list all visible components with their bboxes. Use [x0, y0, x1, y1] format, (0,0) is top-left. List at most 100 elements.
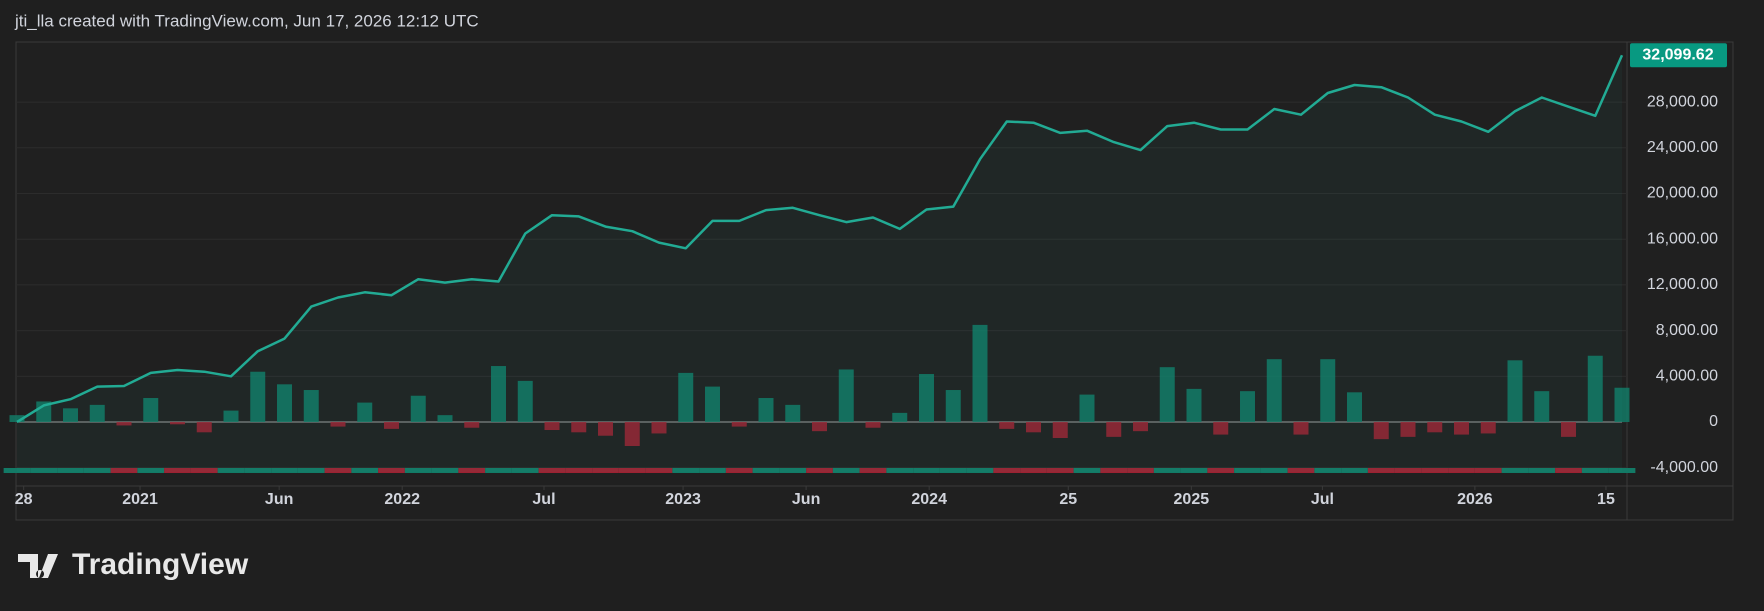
last-value-label: 32,099.62: [1642, 46, 1713, 63]
bar: [437, 415, 453, 423]
x-tick-label: Jul: [1311, 491, 1334, 508]
bar: [651, 422, 667, 434]
bar: [1373, 422, 1389, 440]
bar: [223, 410, 239, 423]
sign-strip: [913, 468, 940, 473]
sign-strip: [672, 468, 700, 473]
sign-strip: [1555, 468, 1582, 473]
area: [17, 55, 1622, 473]
sign-strip: [271, 468, 298, 473]
bar: [384, 422, 399, 429]
sign-strip: [1528, 468, 1556, 473]
line: [16, 54, 1624, 424]
bar: [865, 422, 881, 428]
bar: [116, 422, 132, 426]
sign-strip: [458, 468, 486, 473]
sign-strip: [190, 468, 218, 473]
bar: [1293, 422, 1309, 435]
bar: [1561, 422, 1576, 437]
sign-strip: [592, 468, 619, 473]
sign-strip: [1448, 468, 1475, 473]
bar: [410, 395, 426, 423]
sign-strip: [832, 468, 860, 473]
bar: [1534, 391, 1550, 423]
bar: [1266, 359, 1282, 423]
sign-strip: [1287, 468, 1315, 473]
bar: [758, 398, 774, 423]
brand-name: TradingView: [72, 548, 249, 581]
sign-strip: [1073, 468, 1101, 473]
sign-strip: [511, 468, 539, 473]
sign-strip: [1394, 468, 1422, 473]
sign-strip: [378, 468, 405, 473]
bar: [945, 390, 961, 423]
bar: [330, 422, 346, 427]
bar: [624, 422, 640, 447]
sign-strip: [618, 468, 646, 473]
bar: [196, 422, 212, 433]
sign-strip: [645, 468, 673, 473]
x-tick-label: 2026: [1457, 491, 1493, 508]
bar: [1507, 360, 1523, 423]
x-tick-label: Jun: [265, 491, 293, 508]
bar: [9, 415, 25, 423]
bar: [1427, 422, 1443, 433]
bar: [303, 390, 319, 423]
bar: [598, 422, 613, 436]
bar: [1026, 422, 1041, 433]
y-tick-label: 8,000.00: [1656, 322, 1718, 339]
bar: [1159, 367, 1175, 423]
bar: [678, 372, 694, 423]
bar: [972, 324, 988, 423]
bar: [491, 366, 506, 423]
sign-strip: [324, 468, 352, 473]
bar: [999, 422, 1015, 429]
sign-strip: [57, 468, 84, 473]
sign-strip: [859, 468, 887, 473]
bar: [1052, 422, 1068, 439]
sign-strip: [1581, 468, 1609, 473]
y-tick-label: 24,000.00: [1647, 139, 1718, 156]
sign-strip: [1314, 468, 1342, 473]
sign-strip: [1100, 468, 1128, 473]
bar: [1213, 422, 1229, 435]
bar: [89, 404, 105, 423]
sign-strip: [806, 468, 833, 473]
sign-strip: [939, 468, 967, 473]
bar: [1079, 394, 1095, 423]
bar: [1614, 387, 1630, 423]
bar: [1186, 388, 1202, 423]
sign-strip: [1608, 468, 1636, 473]
sign-strip: [1421, 468, 1449, 473]
y-tick-label: 16,000.00: [1647, 230, 1718, 247]
x-tick-label: 15: [1597, 491, 1615, 508]
y-tick-label: 28,000.00: [1647, 93, 1718, 110]
bar: [571, 422, 587, 433]
y-tick-label: 20,000.00: [1647, 185, 1718, 202]
sign-strip: [752, 468, 780, 473]
sign-strip: [217, 468, 245, 473]
sign-strip: [431, 468, 459, 473]
x-tick-label: Jun: [792, 491, 820, 508]
sign-strip: [966, 468, 994, 473]
sign-strip: [565, 468, 593, 473]
bar: [63, 408, 78, 423]
sign-strip: [1207, 468, 1235, 473]
bar: [1400, 422, 1416, 437]
sign-strip: [779, 468, 807, 473]
sign-strip: [1153, 468, 1181, 473]
bar: [919, 374, 934, 423]
sign-strip: [699, 468, 726, 473]
sign-strip: [244, 468, 272, 473]
sign-strip: [538, 468, 566, 473]
bar: [892, 412, 908, 423]
bar: [1320, 359, 1336, 423]
sign-strip: [1260, 468, 1288, 473]
sign-strip: [3, 468, 31, 473]
bar: [143, 398, 159, 423]
sign-strip: [886, 468, 914, 473]
y-tick-label: 4,000.00: [1656, 368, 1718, 385]
header: jti_lla created with TradingView.com, Ju…: [14, 11, 479, 30]
